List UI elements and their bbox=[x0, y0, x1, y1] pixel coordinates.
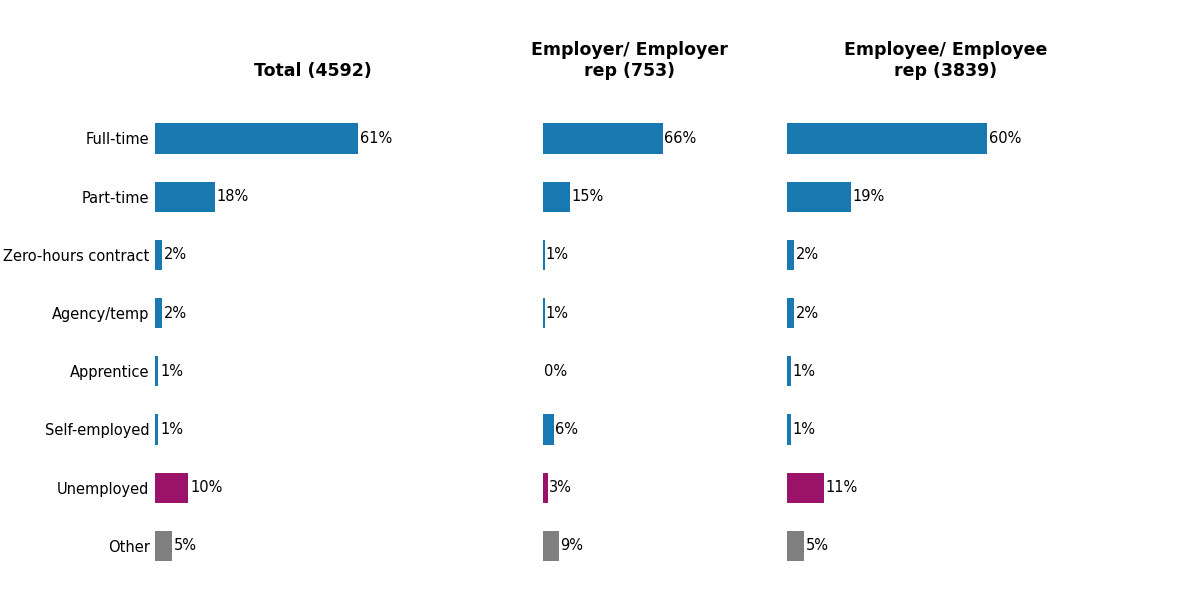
Text: 66%: 66% bbox=[663, 131, 697, 146]
Text: 6%: 6% bbox=[555, 422, 577, 437]
Text: 10%: 10% bbox=[190, 480, 222, 495]
Text: 5%: 5% bbox=[173, 538, 197, 554]
Text: 19%: 19% bbox=[852, 189, 884, 204]
Bar bbox=[155, 181, 215, 212]
Title: Employee/ Employee
rep (3839): Employee/ Employee rep (3839) bbox=[843, 41, 1047, 79]
Text: 0%: 0% bbox=[544, 364, 567, 379]
Text: 1%: 1% bbox=[792, 364, 815, 379]
Text: 11%: 11% bbox=[826, 480, 858, 495]
Bar bbox=[787, 181, 851, 212]
Text: 61%: 61% bbox=[360, 131, 392, 146]
Bar bbox=[543, 123, 663, 153]
Text: 5%: 5% bbox=[805, 538, 829, 554]
Text: 1%: 1% bbox=[792, 422, 815, 437]
Bar bbox=[787, 356, 791, 386]
Text: 1%: 1% bbox=[160, 364, 183, 379]
Bar bbox=[155, 472, 188, 503]
Bar bbox=[787, 123, 987, 153]
Bar bbox=[787, 298, 795, 328]
Text: 2%: 2% bbox=[163, 247, 186, 262]
Bar bbox=[543, 531, 560, 561]
Text: 9%: 9% bbox=[561, 538, 583, 554]
Text: 15%: 15% bbox=[571, 189, 604, 204]
Text: 1%: 1% bbox=[545, 306, 569, 321]
Bar bbox=[787, 240, 795, 270]
Title: Employer/ Employer
rep (753): Employer/ Employer rep (753) bbox=[531, 41, 728, 79]
Text: 2%: 2% bbox=[163, 306, 186, 321]
Bar bbox=[155, 356, 159, 386]
Text: 1%: 1% bbox=[545, 247, 569, 262]
Bar bbox=[543, 181, 570, 212]
Title: Total (4592): Total (4592) bbox=[254, 62, 372, 79]
Text: 3%: 3% bbox=[549, 480, 573, 495]
Text: 2%: 2% bbox=[796, 247, 818, 262]
Bar bbox=[155, 414, 159, 445]
Bar bbox=[787, 414, 791, 445]
Bar bbox=[787, 472, 824, 503]
Bar bbox=[155, 240, 162, 270]
Text: 60%: 60% bbox=[989, 131, 1021, 146]
Bar bbox=[543, 298, 545, 328]
Bar bbox=[543, 414, 554, 445]
Text: 2%: 2% bbox=[796, 306, 818, 321]
Bar bbox=[155, 123, 358, 153]
Text: 1%: 1% bbox=[160, 422, 183, 437]
Bar bbox=[543, 472, 549, 503]
Bar bbox=[787, 531, 804, 561]
Bar bbox=[155, 298, 162, 328]
Bar bbox=[543, 240, 545, 270]
Text: 18%: 18% bbox=[217, 189, 249, 204]
Bar bbox=[155, 531, 172, 561]
